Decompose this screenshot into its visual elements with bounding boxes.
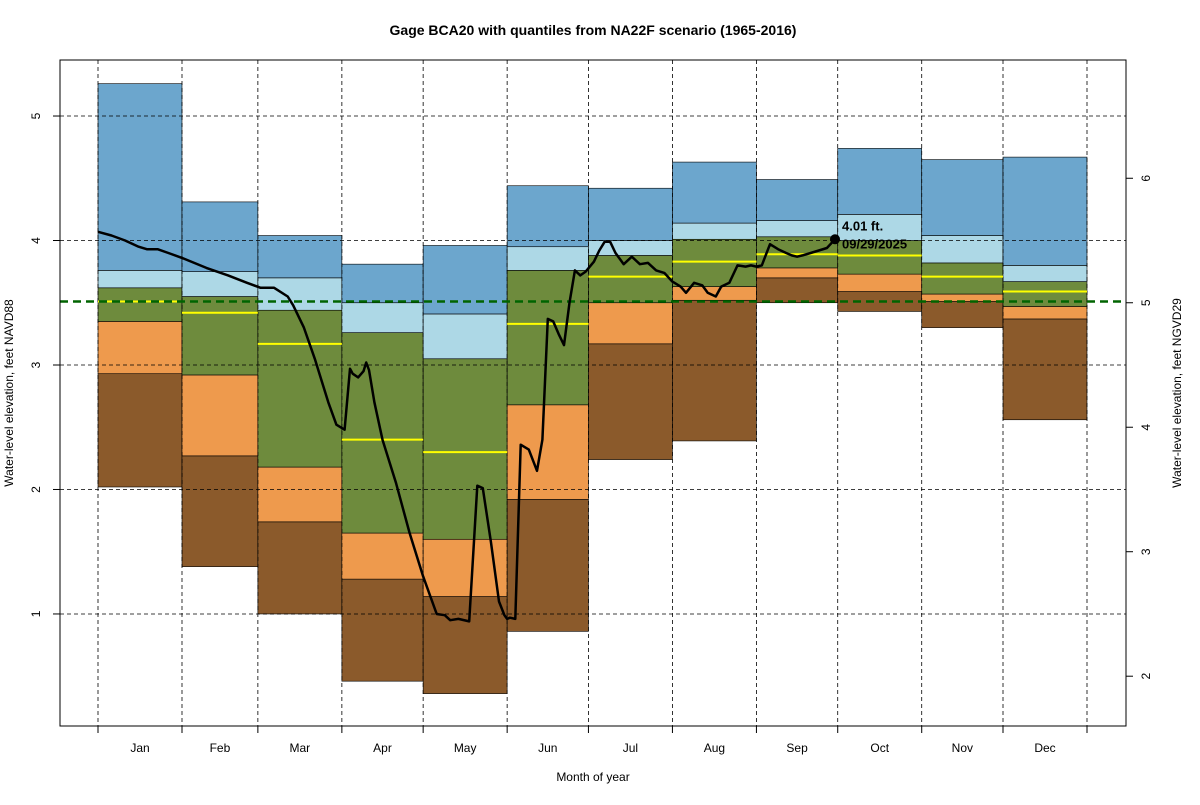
y-tick-label-2: 2 [29, 486, 43, 493]
chart-title: Gage BCA20 with quantiles from NA22F sce… [390, 22, 797, 38]
band-q90-max-feb [181, 201, 259, 272]
series-line-0 [97, 230, 836, 623]
band-min-q10-jun [506, 499, 589, 632]
y-axis-left-label: Water-level elevation, feet NAVD88 [2, 299, 16, 487]
band-min-q10-aug [672, 299, 757, 442]
band-q75-q90-nov [921, 235, 1004, 264]
y-axis-right-label: Water-level elevation, feet NGVD29 [1170, 298, 1184, 488]
band-q25-q75-jan [97, 287, 183, 322]
y2-tick-label-2: 2 [1139, 673, 1153, 680]
band-q25-q75-jul [588, 255, 673, 304]
y-tick-label-3: 3 [29, 361, 43, 368]
band-q75-q90-feb [181, 271, 259, 297]
band-q90-max-mar [257, 235, 343, 279]
y2-tick-label-5: 5 [1139, 299, 1153, 306]
band-q25-q75-aug [672, 238, 757, 287]
band-q25-q75-mar [257, 309, 343, 468]
last-value-label: 4.01 ft. [842, 218, 883, 233]
band-q75-q90-dec [1002, 265, 1088, 282]
water-level-series [97, 230, 836, 623]
band-q10-q25-feb [181, 374, 259, 457]
last-value-annotation: 4.01 ft. 09/29/2025 [830, 218, 907, 251]
band-q10-q25-mar [257, 466, 343, 523]
band-q75-q90-sep [756, 220, 839, 238]
band-q75-q90-oct [837, 214, 923, 241]
y-tick-label-4: 4 [29, 237, 43, 244]
band-min-q10-apr [341, 578, 424, 682]
band-q75-q90-may [422, 313, 508, 360]
x-tick-label-may: May [454, 741, 477, 755]
band-q25-q75-nov [921, 262, 1004, 295]
band-q75-q90-aug [672, 222, 757, 240]
band-min-q10-dec [1002, 318, 1088, 421]
band-q90-max-jul [588, 187, 673, 241]
band-q90-max-oct [837, 148, 923, 215]
band-q75-q90-jun [506, 246, 589, 271]
band-q10-q25-dec [1002, 306, 1088, 320]
last-value-date: 09/29/2025 [842, 236, 907, 251]
y2-tick-label-3: 3 [1139, 548, 1153, 555]
band-q10-q25-sep [756, 267, 839, 279]
band-q75-q90-jan [97, 270, 183, 289]
quantile-bands [97, 83, 1088, 694]
x-tick-label-jun: Jun [538, 741, 557, 755]
y-tick-label-1: 1 [29, 610, 43, 617]
band-q25-q75-apr [341, 332, 424, 534]
x-tick-label-apr: Apr [373, 741, 392, 755]
grid-lines [60, 60, 1126, 726]
band-q90-max-apr [341, 263, 424, 304]
band-min-q10-jul [588, 343, 673, 460]
band-q25-q75-may [422, 358, 508, 540]
band-min-q10-sep [756, 277, 839, 304]
band-q90-max-nov [921, 159, 1004, 236]
band-min-q10-feb [181, 455, 259, 567]
band-q90-max-may [422, 245, 508, 315]
x-tick-label-nov: Nov [952, 741, 973, 755]
band-q10-q25-jan [97, 321, 183, 375]
band-q90-max-sep [756, 179, 839, 221]
y-axis-right: 2 3 4 5 6 [1125, 175, 1153, 680]
x-tick-label-dec: Dec [1034, 741, 1055, 755]
y-axis-left: 1 2 3 4 5 [29, 112, 61, 617]
x-tick-label-sep: Sep [786, 741, 808, 755]
band-q10-q25-apr [341, 532, 424, 580]
band-q75-q90-apr [341, 302, 424, 333]
y2-tick-label-6: 6 [1139, 175, 1153, 182]
x-tick-label-jul: Jul [623, 741, 638, 755]
median-lines [98, 253, 1087, 454]
x-tick-label-jan: Jan [130, 741, 149, 755]
x-tick-label-mar: Mar [290, 741, 311, 755]
x-axis: Jan Feb Mar Apr May Jun Jul Aug Sep Oct Nov Dec [97, 725, 1088, 755]
x-axis-label: Month of year [556, 770, 629, 784]
band-q25-q75-dec [1002, 281, 1088, 307]
last-value-marker [830, 234, 841, 245]
band-min-q10-nov [921, 301, 1004, 328]
band-q90-max-jan [97, 83, 183, 271]
y-tick-label-5: 5 [29, 112, 43, 119]
band-q75-q90-mar [257, 277, 343, 311]
band-q25-q75-sep [756, 236, 839, 269]
band-q90-max-dec [1002, 156, 1088, 266]
band-q10-q25-jul [588, 302, 673, 345]
y2-tick-label-4: 4 [1139, 424, 1153, 431]
band-q25-q75-feb [181, 296, 259, 376]
band-min-q10-mar [257, 521, 343, 615]
x-tick-label-feb: Feb [210, 741, 231, 755]
band-q90-max-jun [506, 185, 589, 248]
band-q10-q25-oct [837, 273, 923, 292]
x-tick-label-aug: Aug [704, 741, 725, 755]
band-min-q10-jan [97, 373, 183, 488]
x-tick-label-oct: Oct [870, 741, 889, 755]
band-q90-max-aug [672, 161, 757, 224]
